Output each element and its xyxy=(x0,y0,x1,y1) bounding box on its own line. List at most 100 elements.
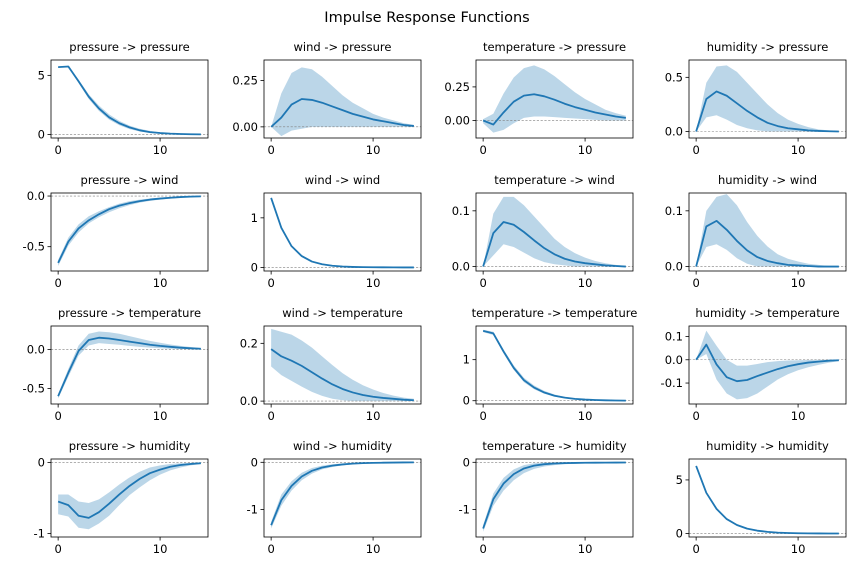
y-tick-label: 0 xyxy=(38,456,45,470)
response-line xyxy=(482,330,626,402)
subplot: temperature -> humidity -1 0 0 10 xyxy=(459,439,634,556)
y-tick-label: 0.25 xyxy=(444,80,470,94)
y-tick-label: 5 xyxy=(676,473,683,487)
x-tick-label: 0 xyxy=(692,276,699,290)
x-tick-label: 10 xyxy=(366,143,381,157)
subplot-title: temperature -> pressure xyxy=(483,40,626,54)
confidence-band xyxy=(271,196,414,268)
axes-frame xyxy=(50,59,209,139)
x-tick-label: 10 xyxy=(366,276,381,290)
axes-frame xyxy=(688,458,847,538)
subplot-title: temperature -> wind xyxy=(494,173,615,187)
y-tick-label: -1 xyxy=(34,526,45,540)
subplot: pressure -> humidity -1 0 0 10 xyxy=(34,439,209,556)
y-tick-label: -1 xyxy=(459,503,470,517)
y-tick-label: -1 xyxy=(247,503,258,517)
confidence-band xyxy=(696,65,839,132)
x-tick-label: 0 xyxy=(54,542,61,556)
x-tick-label: 10 xyxy=(153,276,168,290)
plot-area xyxy=(264,67,421,137)
confidence-band xyxy=(271,462,414,529)
subplot-title: wind -> wind xyxy=(305,173,380,187)
confidence-band xyxy=(58,462,201,530)
y-tick-label: 0.0 xyxy=(27,342,45,356)
plot-area xyxy=(51,65,208,136)
subplot-title: wind -> temperature xyxy=(282,306,403,320)
confidence-band xyxy=(696,330,839,400)
y-tick-label: 0 xyxy=(463,455,470,469)
response-line xyxy=(270,348,414,402)
plot-area xyxy=(689,465,846,535)
y-tick-label: 0.0 xyxy=(240,394,258,408)
subplot: humidity -> humidity 0 5 0 10 xyxy=(676,439,847,556)
x-tick-label: 0 xyxy=(479,276,486,290)
y-tick-label: 0.00 xyxy=(232,120,258,134)
subplot-title: humidity -> humidity xyxy=(706,439,829,453)
y-tick-label: 0 xyxy=(251,261,258,275)
x-tick-label: 0 xyxy=(692,542,699,556)
response-line xyxy=(57,462,201,519)
x-tick-label: 10 xyxy=(791,542,806,556)
y-tick-label: -0.5 xyxy=(23,240,45,254)
axes-frame xyxy=(688,192,847,272)
plot-area xyxy=(264,328,421,402)
axes-frame xyxy=(475,192,634,272)
response-line xyxy=(270,461,414,526)
y-tick-label: 0 xyxy=(676,527,683,541)
response-line xyxy=(695,219,839,268)
subplot: wind -> pressure 0.00 0.25 0 10 xyxy=(232,40,422,157)
x-tick-label: 10 xyxy=(791,409,806,423)
confidence-band xyxy=(58,196,201,266)
x-tick-label: 0 xyxy=(267,409,274,423)
y-tick-label: 0.1 xyxy=(665,329,683,343)
plot-area xyxy=(51,195,208,266)
response-line xyxy=(482,221,626,268)
x-tick-label: 0 xyxy=(267,276,274,290)
subplot-title: wind -> humidity xyxy=(293,439,392,453)
axes-frame xyxy=(263,192,422,272)
y-tick-label: 0.2 xyxy=(240,336,258,350)
axes-frame xyxy=(263,458,422,538)
response-line xyxy=(270,98,414,128)
subplot-title: pressure -> pressure xyxy=(69,40,189,54)
response-line xyxy=(270,197,414,269)
x-tick-label: 10 xyxy=(366,409,381,423)
response-line xyxy=(695,465,839,535)
y-tick-label: 0.0 xyxy=(665,125,683,139)
axes-frame xyxy=(475,59,634,139)
x-tick-label: 10 xyxy=(153,409,168,423)
x-tick-label: 0 xyxy=(54,409,61,423)
y-tick-label: -0.5 xyxy=(23,381,45,395)
response-line xyxy=(695,90,839,133)
axes-frame xyxy=(50,325,209,405)
subplot-title: temperature -> humidity xyxy=(482,439,626,453)
x-tick-label: 0 xyxy=(692,143,699,157)
confidence-band xyxy=(483,462,626,532)
axes-frame xyxy=(688,59,847,139)
y-tick-label: 0 xyxy=(251,455,258,469)
axes-frame xyxy=(475,458,634,538)
axes-frame xyxy=(263,59,422,139)
response-line xyxy=(482,461,626,529)
plot-area xyxy=(476,329,633,402)
y-tick-label: 0.0 xyxy=(452,260,470,274)
subplot-title: pressure -> wind xyxy=(81,173,179,187)
x-tick-label: 0 xyxy=(479,409,486,423)
x-tick-label: 10 xyxy=(366,542,381,556)
axes-frame xyxy=(475,325,634,405)
subplot: pressure -> pressure 0 5 0 10 xyxy=(38,40,209,157)
plot-area xyxy=(476,196,633,268)
plot-area xyxy=(476,65,633,133)
confidence-band xyxy=(483,329,626,401)
x-tick-label: 10 xyxy=(791,143,806,157)
x-tick-label: 10 xyxy=(153,143,168,157)
x-tick-label: 0 xyxy=(267,143,274,157)
axes-frame xyxy=(263,325,422,405)
y-tick-label: 0 xyxy=(38,127,45,141)
subplot-title: temperature -> temperature xyxy=(472,306,638,320)
subplot-title: wind -> pressure xyxy=(294,40,392,54)
subplot-title: pressure -> temperature xyxy=(58,306,201,320)
y-tick-label: 0.25 xyxy=(232,73,258,87)
